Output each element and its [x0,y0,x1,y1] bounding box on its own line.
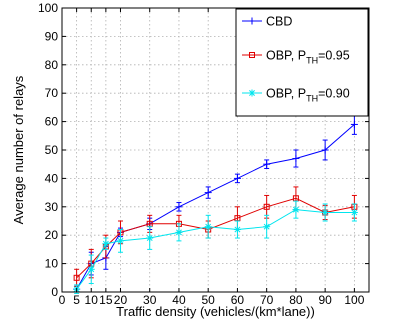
legend-entry: OBP, PTH=0.95 [242,49,350,66]
y-tick-label: 60 [45,115,59,129]
data-point [248,17,256,25]
x-tick-label: 40 [172,293,186,307]
y-tick-label: 40 [45,171,59,185]
x-tick-label: 15 [99,293,113,307]
series-layer [73,114,358,294]
y-tick-label: 80 [45,58,59,72]
axes: 0 5 10 15 20 30 40 50 60 70 80 90 100010203040506070… [38,1,369,307]
y-axis-label: Average number of relays [11,75,26,224]
data-point [263,160,271,168]
data-point [321,208,329,216]
x-tick-label: 10 [85,293,99,307]
data-point [233,174,241,182]
series-line [76,124,355,290]
legend-entry: CBD [242,15,292,29]
data-point [233,226,241,234]
y-tick-label: 100 [38,1,58,15]
x-tick-label: 80 [289,293,303,307]
x-tick-label: 0 [59,293,66,307]
y-tick-label: 70 [45,86,59,100]
data-point [263,223,271,231]
x-tick-label: 50 [202,293,216,307]
x-tick-label: 70 [260,293,274,307]
x-tick-label: 90 [318,293,332,307]
data-point [146,234,154,242]
data-point [102,240,110,248]
y-tick-label: 10 [45,257,59,271]
y-tick-label: 90 [45,29,59,43]
x-tick-label: 20 [114,293,128,307]
data-point [204,223,212,231]
data-point [292,155,300,163]
data-point [350,208,358,216]
data-point [87,265,95,273]
data-point [248,89,256,97]
data-point [175,228,183,236]
legend-box [235,8,369,117]
x-tick-label: 60 [231,293,245,307]
legend-label: CBD [266,15,292,29]
data-point [73,274,80,281]
legend-entry: OBP, PTH=0.90 [242,87,350,104]
x-tick-label: 30 [143,293,157,307]
legend-label: OBP, PTH=0.90 [266,87,350,104]
y-tick-label: 20 [45,228,59,242]
data-point [204,189,212,197]
legend: CBD OBP, PTH=0.95 OBP, PTH=0.90 [235,8,369,117]
data-point [249,52,255,58]
x-axis-label: Traffic density (vehicles/(km*lane)) [116,304,315,319]
x-tick-label: 100 [344,293,364,307]
series-3 [73,200,358,294]
legend-label: OBP, PTH=0.95 [266,49,350,66]
y-tick-label: 50 [45,143,59,157]
y-tick-label: 30 [45,200,59,214]
y-tick-label: 0 [51,285,58,299]
series-line [76,209,355,290]
data-point [350,120,358,128]
data-point [292,206,300,214]
x-tick-label: 5 [73,293,80,307]
data-point [263,203,270,210]
data-point [321,146,329,154]
data-point [175,203,183,211]
data-point [116,237,124,245]
